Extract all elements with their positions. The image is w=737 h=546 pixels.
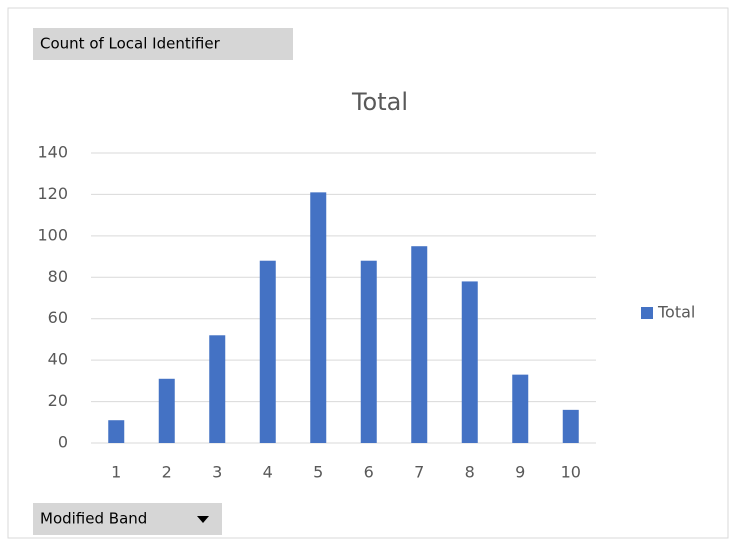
dropdown-arrow [197,516,209,523]
x-tick-label: 2 [162,463,172,482]
legend-label: Total [657,303,695,322]
value-field-button-label: Count of Local Identifier [40,35,221,53]
y-tick-label: 120 [37,184,68,203]
y-tick-label: 80 [48,267,68,286]
x-tick-label: 4 [263,463,273,482]
y-tick-label: 140 [37,143,68,162]
legend-swatch [641,307,653,319]
bar [259,260,276,443]
bar [310,192,327,443]
bar [108,420,125,443]
chart-title: Total [351,88,408,116]
value-field-button[interactable] [33,28,293,60]
x-tick-label: 9 [515,463,525,482]
bar [158,378,175,443]
y-tick-label: 0 [58,433,68,452]
bar [461,281,478,443]
bar [209,335,226,443]
bar [411,246,428,443]
bar [360,260,377,443]
axis-field-button[interactable] [33,503,222,535]
x-tick-label: 6 [364,463,374,482]
y-tick-label: 40 [48,350,68,369]
x-tick-label: 5 [313,463,323,482]
x-tick-label: 1 [111,463,121,482]
x-tick-label: 10 [561,463,581,482]
bar [512,374,529,443]
y-tick-label: 20 [48,391,68,410]
y-tick-label: 60 [48,308,68,327]
y-tick-label: 100 [37,225,68,244]
x-tick-label: 3 [212,463,222,482]
bar [562,409,579,443]
x-tick-label: 8 [465,463,475,482]
x-tick-label: 7 [414,463,424,482]
axis-field-button-label: Modified Band [40,510,147,528]
